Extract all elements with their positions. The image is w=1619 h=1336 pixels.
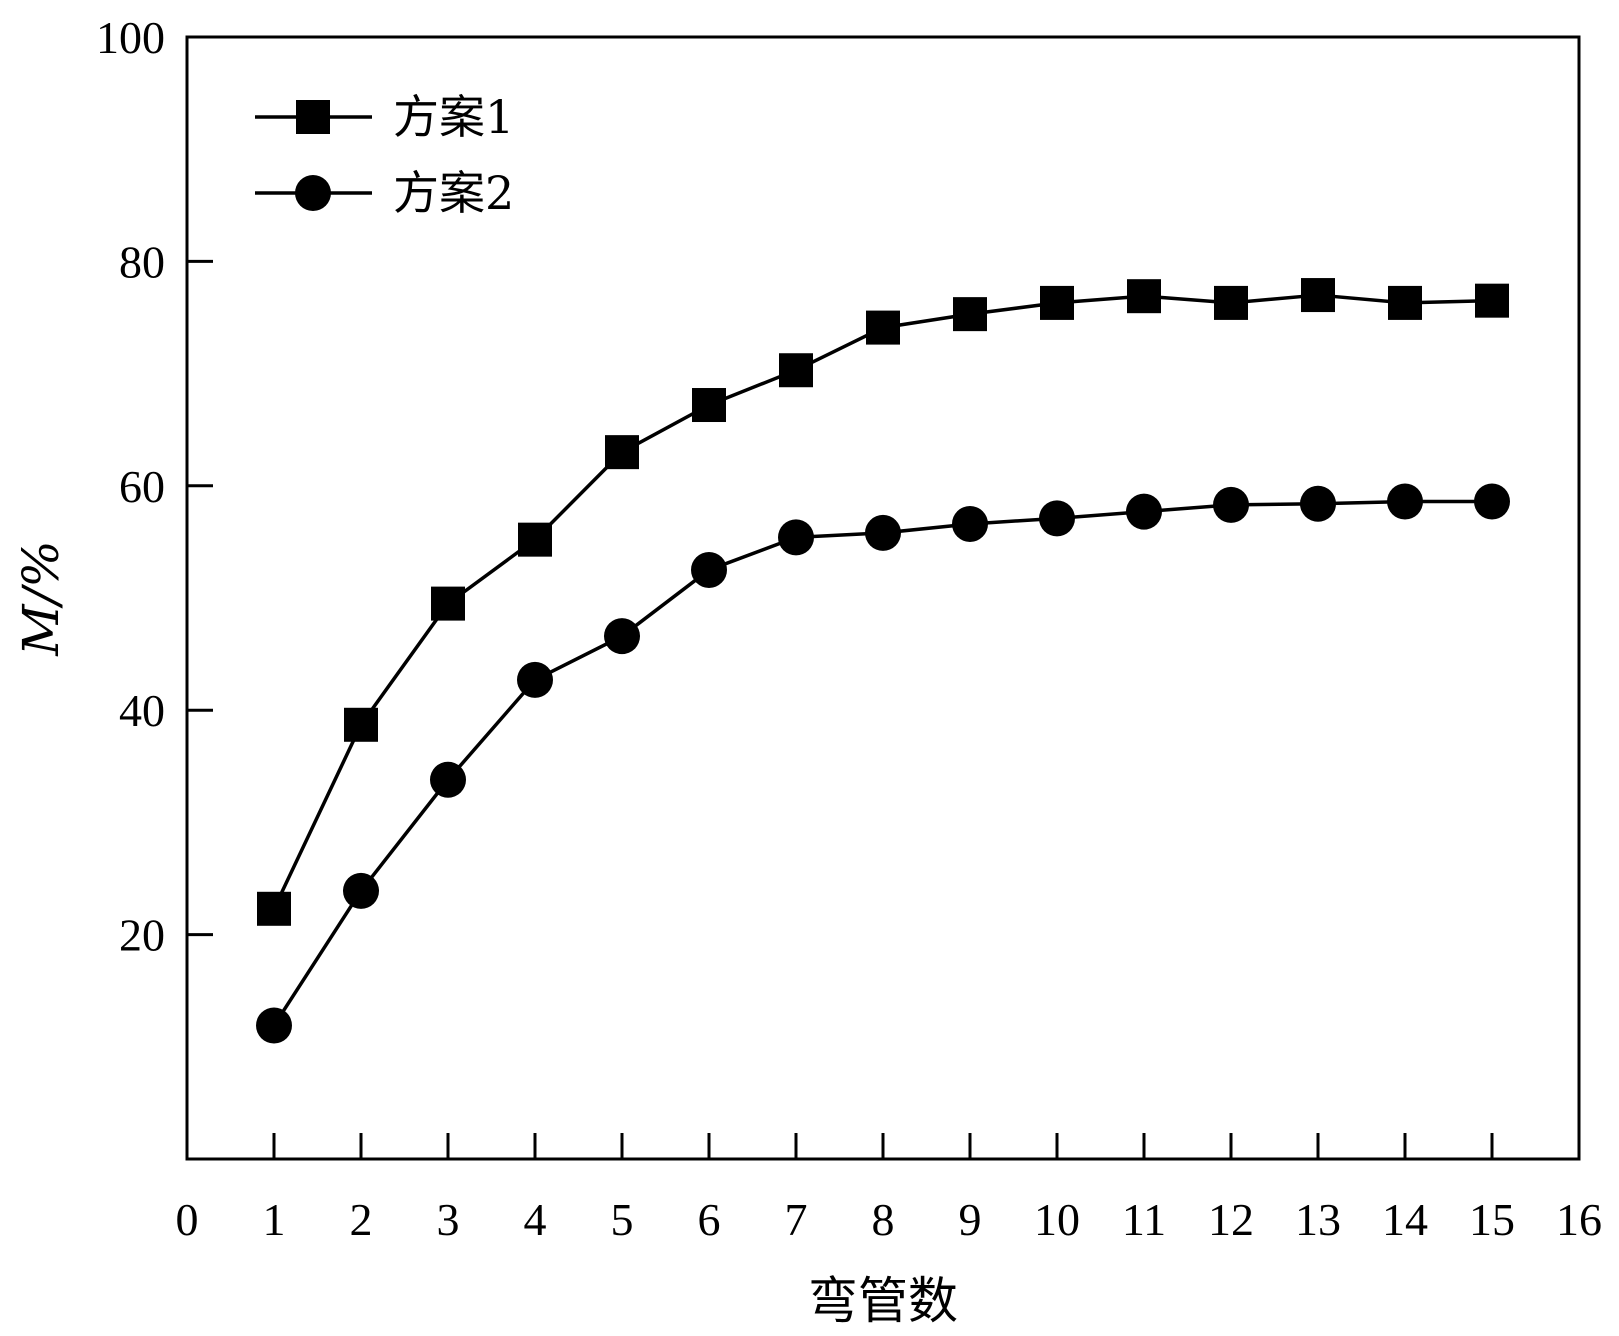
series-1-point xyxy=(1214,285,1248,320)
series-2-point xyxy=(1474,483,1510,520)
series-2-point xyxy=(1126,493,1162,530)
series-2-point xyxy=(343,872,379,909)
legend-label: 方案1 xyxy=(393,90,514,144)
x-tick-label: 4 xyxy=(524,1194,547,1245)
x-tick-label: 14 xyxy=(1382,1194,1428,1245)
x-axis-title: 弯管数 xyxy=(808,1272,958,1330)
series-1-point xyxy=(431,586,465,621)
series-1-point xyxy=(866,310,900,345)
series-1-point xyxy=(344,707,378,742)
series-1-point xyxy=(257,891,291,926)
series-2-point xyxy=(1213,486,1249,523)
series-2-point xyxy=(604,618,640,655)
series-markers xyxy=(256,278,1510,1044)
y-tick-label: 100 xyxy=(96,12,165,63)
series-2-line xyxy=(272,499,1492,1027)
series-lines xyxy=(272,293,1493,1027)
series-2-point xyxy=(691,551,727,588)
series-1-point xyxy=(1475,283,1509,318)
series-1-point xyxy=(1127,279,1161,314)
x-tick-label: 2 xyxy=(350,1194,373,1245)
x-tick-label: 9 xyxy=(959,1194,982,1245)
x-tick-label: 16 xyxy=(1556,1194,1602,1245)
x-tick-label: 15 xyxy=(1469,1194,1515,1245)
series-2-point xyxy=(1387,483,1423,520)
x-tick-label: 6 xyxy=(698,1194,721,1245)
x-tick-label: 3 xyxy=(437,1194,460,1245)
series-2-point xyxy=(952,505,988,542)
legend-label: 方案2 xyxy=(393,166,514,220)
series-1-point xyxy=(1301,278,1335,313)
legend-marker xyxy=(295,175,331,211)
y-tick-label: 60 xyxy=(119,461,165,512)
series-2-point xyxy=(1300,485,1336,522)
x-tick-label: 8 xyxy=(872,1194,895,1245)
y-tick-label: 40 xyxy=(119,685,165,736)
series-2-point xyxy=(517,661,553,698)
series-1-point xyxy=(605,435,639,470)
y-tick-label: 80 xyxy=(119,236,165,287)
series-2-point xyxy=(1039,500,1075,537)
x-tick-label: 13 xyxy=(1295,1194,1341,1245)
x-tick-label: 1 xyxy=(263,1194,286,1245)
series-1-point xyxy=(779,353,813,388)
x-tick-label: 11 xyxy=(1122,1194,1166,1245)
x-tick-label: 0 xyxy=(176,1194,199,1245)
series-2-point xyxy=(778,519,814,556)
x-tick-label: 10 xyxy=(1034,1194,1080,1245)
series-1-point xyxy=(692,388,726,423)
legend-marker xyxy=(296,100,330,134)
series-1-point xyxy=(953,297,987,332)
x-tick-label: 5 xyxy=(611,1194,634,1245)
x-tick-label: 7 xyxy=(785,1194,808,1245)
series-1-point xyxy=(518,522,552,557)
series-2-point xyxy=(256,1007,292,1044)
x-tick-label: 12 xyxy=(1208,1194,1254,1245)
series-1-point xyxy=(1388,285,1422,320)
y-tick-label: 20 xyxy=(119,910,165,961)
series-2-point xyxy=(865,514,901,551)
series-1-point xyxy=(1040,285,1074,320)
y-axis-title: M/% xyxy=(12,540,70,657)
series-2-point xyxy=(430,761,466,798)
